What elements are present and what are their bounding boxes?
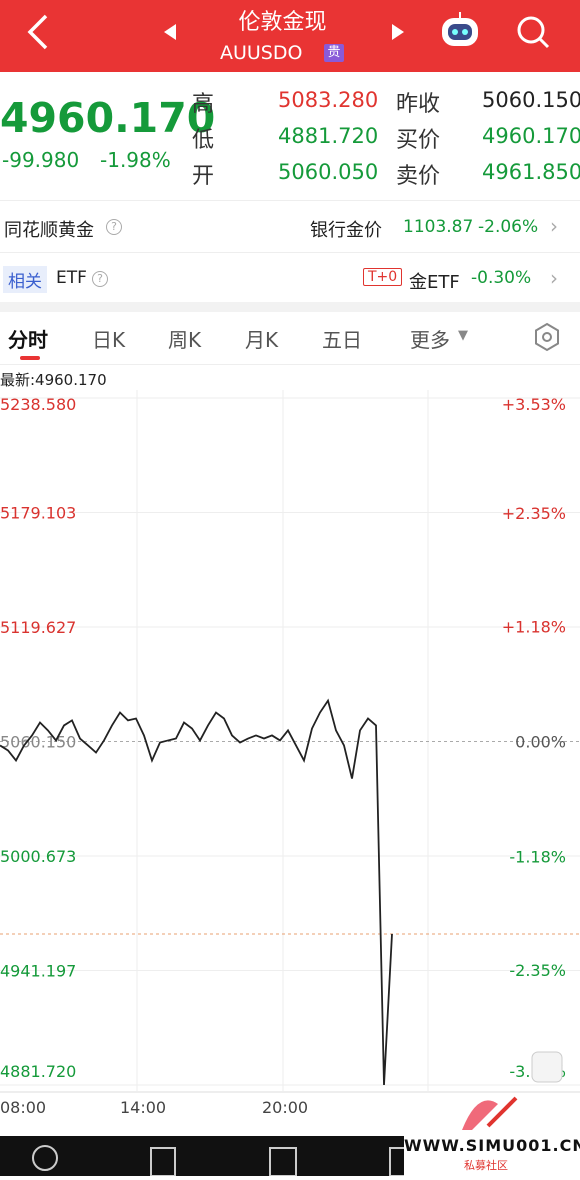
bank-label: 银行金价 — [310, 220, 382, 241]
watermark: WWW.SIMU001.CN 私募社区 — [404, 1134, 580, 1176]
tab-indicator — [20, 356, 40, 360]
etf-change: -0.30% — [471, 268, 532, 288]
tab[interactable]: 五日 — [322, 328, 362, 352]
y2-tick-label: +1.18% — [502, 618, 566, 637]
field-value: 4961.850 — [482, 160, 580, 184]
price: 4960.170 — [0, 94, 216, 142]
expand-button[interactable] — [531, 1051, 563, 1083]
title: 伦敦金现 — [238, 10, 327, 35]
field-value: 5060.050 — [278, 160, 379, 184]
help-icon[interactable]: ? — [92, 271, 108, 287]
latest: 最新:4960.170 — [0, 371, 107, 389]
field-label: 低 — [192, 128, 215, 153]
field-label: 高 — [192, 92, 215, 117]
header-bar: 伦敦金现 AUUSDO 贵 — [0, 0, 580, 72]
badge: 贵 — [324, 44, 344, 62]
chevron[interactable]: › — [550, 266, 558, 290]
code: AUUSDO — [220, 42, 303, 64]
field-label: 卖价 — [396, 164, 441, 189]
prev-button[interactable] — [164, 24, 176, 40]
field-label: 买价 — [396, 128, 441, 153]
tab[interactable]: 日K — [92, 328, 126, 352]
y-tick-label: 5238.580 — [0, 395, 76, 414]
field-value: 5083.280 — [278, 88, 379, 112]
header-icons — [27, 12, 550, 50]
y-tick-label: 5119.627 — [0, 618, 76, 637]
watermark-caption: 私募社区 — [464, 1159, 508, 1172]
x-tick-label: 20:00 — [262, 1098, 308, 1117]
search-icon[interactable] — [517, 16, 550, 49]
back-button[interactable] — [27, 14, 48, 50]
source: 同花顺黄金 — [4, 220, 94, 241]
y2-tick-label: +3.53% — [502, 395, 566, 414]
next-button[interactable] — [392, 24, 404, 40]
price-line — [0, 698, 393, 1086]
watermark-logo — [462, 1096, 518, 1130]
etf-label: ETF — [56, 268, 87, 288]
t0-tag: T+0 — [363, 268, 403, 286]
change-pct: -1.98% — [100, 148, 171, 172]
help-icon[interactable]: ? — [106, 219, 122, 235]
settings-icon[interactable] — [532, 322, 562, 352]
tag: 相关 — [3, 266, 47, 293]
y-tick-label: 5000.673 — [0, 847, 76, 866]
y-tick-label: 5060.150 — [0, 733, 76, 752]
field-label: 昨收 — [396, 92, 441, 117]
y-tick-label: 5179.103 — [0, 504, 76, 523]
x-tick-label: 08:00 — [0, 1098, 46, 1117]
tab[interactable]: 周K — [168, 328, 202, 352]
y2-tick-label: 0.00% — [515, 733, 566, 752]
tab[interactable]: 更多 — [410, 328, 450, 352]
y-tick-label: 4941.197 — [0, 961, 76, 980]
field-value: 5060.150 — [482, 88, 580, 112]
divider — [0, 302, 580, 312]
field-label: 开 — [192, 164, 215, 189]
y2-tick-label: +2.35% — [502, 504, 566, 523]
watermark-site: WWW.SIMU001.CN — [404, 1136, 580, 1155]
robot-icon[interactable] — [442, 12, 478, 46]
field-value: 4960.170 — [482, 124, 580, 148]
dropdown-arrow: ▼ — [458, 328, 468, 343]
bank-price: 1103.87 — [403, 217, 474, 237]
y-tick-label: 4881.720 — [0, 1062, 76, 1081]
change: -99.980 — [2, 148, 80, 172]
x-tick-label: 14:00 — [120, 1098, 166, 1117]
bank-change: -2.06% — [478, 217, 539, 237]
etf-name: 金ETF — [409, 272, 460, 293]
chart: 5238.580 5179.103 5119.627 5060.150 5000.673… — [0, 390, 580, 1117]
y2-tick-label: -2.35% — [509, 961, 566, 980]
field-value: 4881.720 — [278, 124, 379, 148]
tab[interactable]: 月K — [245, 328, 279, 352]
chevron[interactable]: › — [550, 214, 558, 238]
y2-tick-label: -1.18% — [509, 847, 566, 866]
tab[interactable]: 分时 — [8, 328, 48, 352]
